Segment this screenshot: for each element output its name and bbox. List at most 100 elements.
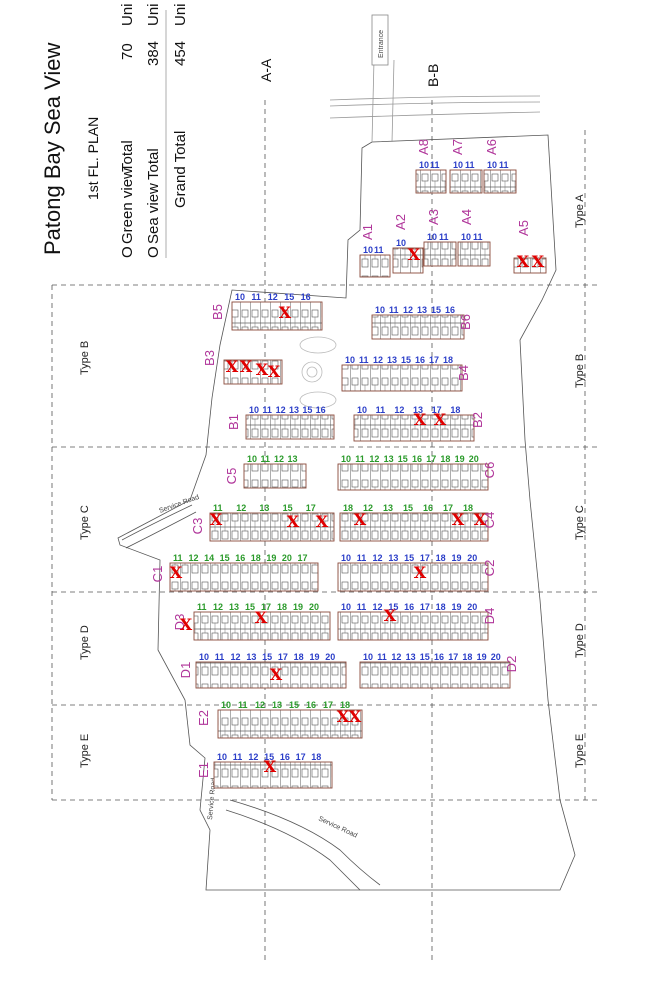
unit-number: 16 xyxy=(235,553,245,563)
block-outline xyxy=(231,301,323,331)
unit-number: 12 xyxy=(363,503,373,513)
type-label: Type A xyxy=(574,194,586,228)
sold-x-mark: X xyxy=(264,757,277,776)
sold-x-mark: X xyxy=(384,606,397,625)
sold-x-mark: X xyxy=(474,510,487,529)
unit-number: 10 xyxy=(357,405,367,415)
unit-number: 18 xyxy=(311,752,321,762)
block-label: A1 xyxy=(360,224,375,240)
unit-number: 13 xyxy=(406,652,416,662)
unit-number: 19 xyxy=(293,602,303,612)
block-label: A4 xyxy=(459,209,474,225)
block-outline xyxy=(243,463,307,489)
block-outline xyxy=(449,169,483,194)
unit-number: 15 xyxy=(289,700,299,710)
block-outline xyxy=(392,247,424,274)
block-label: C1 xyxy=(150,566,165,583)
section-b-label: B-B xyxy=(425,64,441,87)
unit-number: 20 xyxy=(467,602,477,612)
legend-sea: O Sea view Total 384 Uni xyxy=(145,3,162,258)
type-label: Type C xyxy=(79,505,91,540)
block-label: E1 xyxy=(196,762,211,778)
block-outline xyxy=(337,463,489,491)
unit-number: 18 xyxy=(294,652,304,662)
unit-number: 11 xyxy=(499,160,509,170)
block-label: A7 xyxy=(450,139,465,155)
sold-x-mark: X xyxy=(256,360,269,379)
sold-x-mark: X xyxy=(170,563,183,582)
block-outline xyxy=(359,254,391,278)
unit-number: 11 xyxy=(389,305,399,315)
unit-number: 10 xyxy=(249,405,259,415)
block-outline xyxy=(359,661,511,689)
unit-number: 10 xyxy=(375,305,385,315)
unit-number: 17 xyxy=(426,454,436,464)
block-label: D4 xyxy=(482,608,497,625)
block-outline xyxy=(337,562,489,592)
site-boundary xyxy=(117,134,576,891)
sold-x-mark: X xyxy=(414,563,427,582)
unit-number: 18 xyxy=(450,405,460,415)
block-outline xyxy=(337,611,489,641)
block-label: B1 xyxy=(226,414,241,430)
unit-number: 12 xyxy=(248,752,258,762)
unit-number: 11 xyxy=(355,454,365,464)
unit-number: 14 xyxy=(204,553,214,563)
type-label: Type E xyxy=(79,734,91,768)
block-a1: 10 11 A1 xyxy=(359,224,391,278)
unit-number: 18 xyxy=(436,553,446,563)
unit-number: 15 xyxy=(220,553,230,563)
block-label: B5 xyxy=(210,304,225,320)
legend-total-green: Total xyxy=(119,140,136,172)
sold-x-mark: X xyxy=(270,665,283,684)
type-label: Type D xyxy=(79,625,91,660)
sold-x-mark: X xyxy=(349,707,362,726)
unit-number: 11 xyxy=(430,160,440,170)
unit-number: 10 xyxy=(345,355,355,365)
block-label: C3 xyxy=(190,518,205,535)
unit-number: 10 xyxy=(363,652,373,662)
legend-grand: Grand Total 454 Uni xyxy=(172,3,189,208)
unit-number: 13 xyxy=(417,305,427,315)
unit-number: 20 xyxy=(282,553,292,563)
unit-number: 12 xyxy=(391,652,401,662)
block-label: A6 xyxy=(484,139,499,155)
block-label: A5 xyxy=(516,220,531,236)
unit-number: 17 xyxy=(448,652,458,662)
legend-value-grand: 454 xyxy=(172,41,189,66)
entrance-label: Entrance xyxy=(378,30,385,58)
sold-x-mark: X xyxy=(517,252,530,271)
legend-unit-green: Uni xyxy=(119,3,136,26)
section-a-label: A-A xyxy=(258,58,274,82)
unit-number: 19 xyxy=(309,652,319,662)
block-outline xyxy=(339,512,489,542)
unit-number: 11 xyxy=(377,652,387,662)
unit-number: 11 xyxy=(173,553,183,563)
unit-number: 17 xyxy=(297,553,307,563)
block-label: A8 xyxy=(416,139,431,155)
unit-number: 20 xyxy=(309,602,319,612)
block-outline xyxy=(415,169,447,194)
unit-number: 10 xyxy=(217,752,227,762)
block-outline xyxy=(195,661,347,689)
legend-unit-grand: Uni xyxy=(172,3,189,26)
unit-number: 16 xyxy=(404,602,414,612)
block-label: B4 xyxy=(456,365,471,381)
block-outline xyxy=(223,359,283,385)
unit-number: 11 xyxy=(473,232,483,242)
unit-number: 19 xyxy=(455,454,465,464)
sold-x-mark: X xyxy=(255,608,268,627)
legend-value-green: 70 xyxy=(119,43,136,60)
service-road-label-3: Service Road xyxy=(317,815,358,839)
unit-number: 16 xyxy=(301,292,311,302)
block-outline xyxy=(193,611,331,641)
unit-number: 17 xyxy=(323,700,333,710)
unit-number: 13 xyxy=(387,355,397,365)
unit-number: 15 xyxy=(431,305,441,315)
block-label: B3 xyxy=(202,350,217,366)
block-a5: A5X X xyxy=(513,220,547,274)
